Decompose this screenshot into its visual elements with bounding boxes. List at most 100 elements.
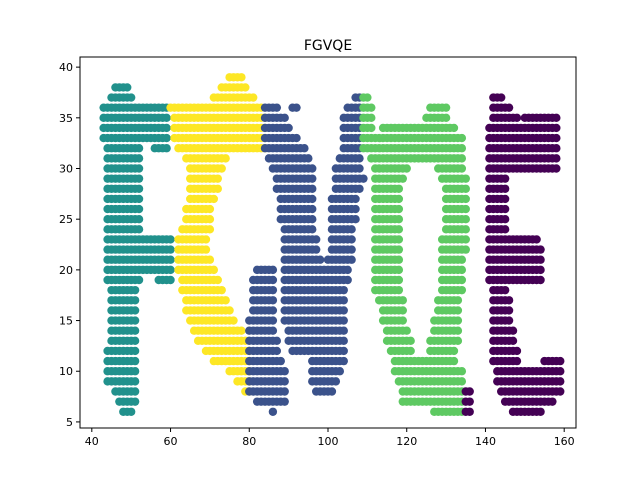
data-point (327, 387, 337, 396)
data-point (280, 387, 289, 396)
data-point (552, 144, 561, 153)
data-point (268, 275, 278, 285)
data-point (130, 326, 140, 335)
y-tick-label: 15 (59, 315, 73, 328)
data-point (406, 346, 415, 356)
data-point (394, 235, 404, 244)
data-point (213, 275, 222, 285)
data-point (398, 316, 407, 325)
data-point (205, 255, 215, 264)
data-point (402, 164, 411, 173)
data-point (457, 154, 467, 163)
data-point (339, 306, 348, 315)
data-point (367, 123, 376, 133)
data-point (367, 103, 376, 112)
x-tick-label: 60 (164, 435, 178, 448)
data-point (225, 306, 234, 315)
data-point (134, 144, 144, 153)
data-point (394, 285, 404, 295)
data-point (457, 265, 467, 275)
data-point (512, 346, 522, 356)
data-point (300, 144, 309, 153)
data-point (394, 265, 404, 275)
data-point (249, 93, 258, 102)
y-tick-label: 25 (59, 213, 73, 226)
data-point (351, 194, 360, 204)
series-0 (99, 83, 175, 416)
data-point (331, 377, 341, 386)
data-point (449, 346, 459, 356)
data-point (508, 336, 518, 346)
data-point (351, 214, 360, 224)
data-point (308, 164, 317, 173)
data-point (304, 154, 313, 163)
x-tick-label: 40 (85, 435, 99, 448)
data-point (347, 225, 356, 234)
data-point (453, 336, 463, 346)
data-point (552, 123, 561, 133)
data-point (355, 164, 364, 173)
x-axis: 40 60 80 100 120 140 160 (85, 428, 575, 448)
data-point (205, 214, 215, 224)
data-point (268, 326, 278, 335)
data-point (453, 296, 463, 305)
data-point (552, 154, 561, 163)
data-point (130, 356, 140, 366)
data-point (123, 83, 132, 92)
data-point (284, 123, 293, 133)
data-point (308, 214, 317, 224)
data-point (441, 103, 451, 112)
data-point (394, 184, 404, 193)
data-point (272, 346, 282, 356)
data-point (457, 275, 467, 285)
data-point (461, 245, 470, 254)
data-point (130, 296, 140, 305)
data-point (280, 113, 289, 123)
data-point (221, 296, 230, 305)
data-point (217, 164, 226, 173)
data-point (134, 204, 144, 214)
y-axis: 5 10 15 20 25 30 35 40 (59, 61, 80, 429)
data-point (343, 275, 352, 285)
data-point (457, 133, 467, 143)
data-point (504, 103, 514, 112)
data-point (355, 154, 364, 163)
data-point (457, 367, 467, 376)
data-point (548, 397, 557, 406)
data-point (532, 235, 541, 244)
data-point (130, 397, 140, 406)
data-point (500, 214, 510, 224)
data-point (134, 154, 144, 163)
data-point (536, 407, 545, 416)
data-point (536, 275, 545, 285)
data-point (461, 214, 470, 224)
data-point (406, 336, 415, 346)
data-point (241, 83, 250, 92)
data-point (347, 255, 356, 264)
data-point (347, 235, 356, 244)
y-tick-label: 10 (59, 365, 73, 378)
data-point (457, 164, 467, 173)
data-point (398, 306, 407, 315)
data-point (536, 265, 545, 275)
data-point (268, 285, 278, 295)
data-point (130, 316, 140, 325)
data-point (457, 144, 467, 153)
data-point (500, 204, 510, 214)
data-point (552, 164, 561, 173)
data-point (461, 204, 470, 214)
data-point (166, 275, 175, 285)
data-point (457, 255, 467, 264)
data-point (130, 336, 140, 346)
data-point (205, 204, 215, 214)
data-point (402, 326, 411, 335)
data-point (292, 133, 301, 143)
data-point (339, 316, 348, 325)
data-point (441, 113, 451, 123)
data-point (500, 194, 510, 204)
data-point (166, 245, 175, 254)
data-point (201, 235, 211, 244)
data-point (500, 174, 510, 183)
data-point (209, 265, 219, 275)
x-tick-label: 120 (396, 435, 417, 448)
